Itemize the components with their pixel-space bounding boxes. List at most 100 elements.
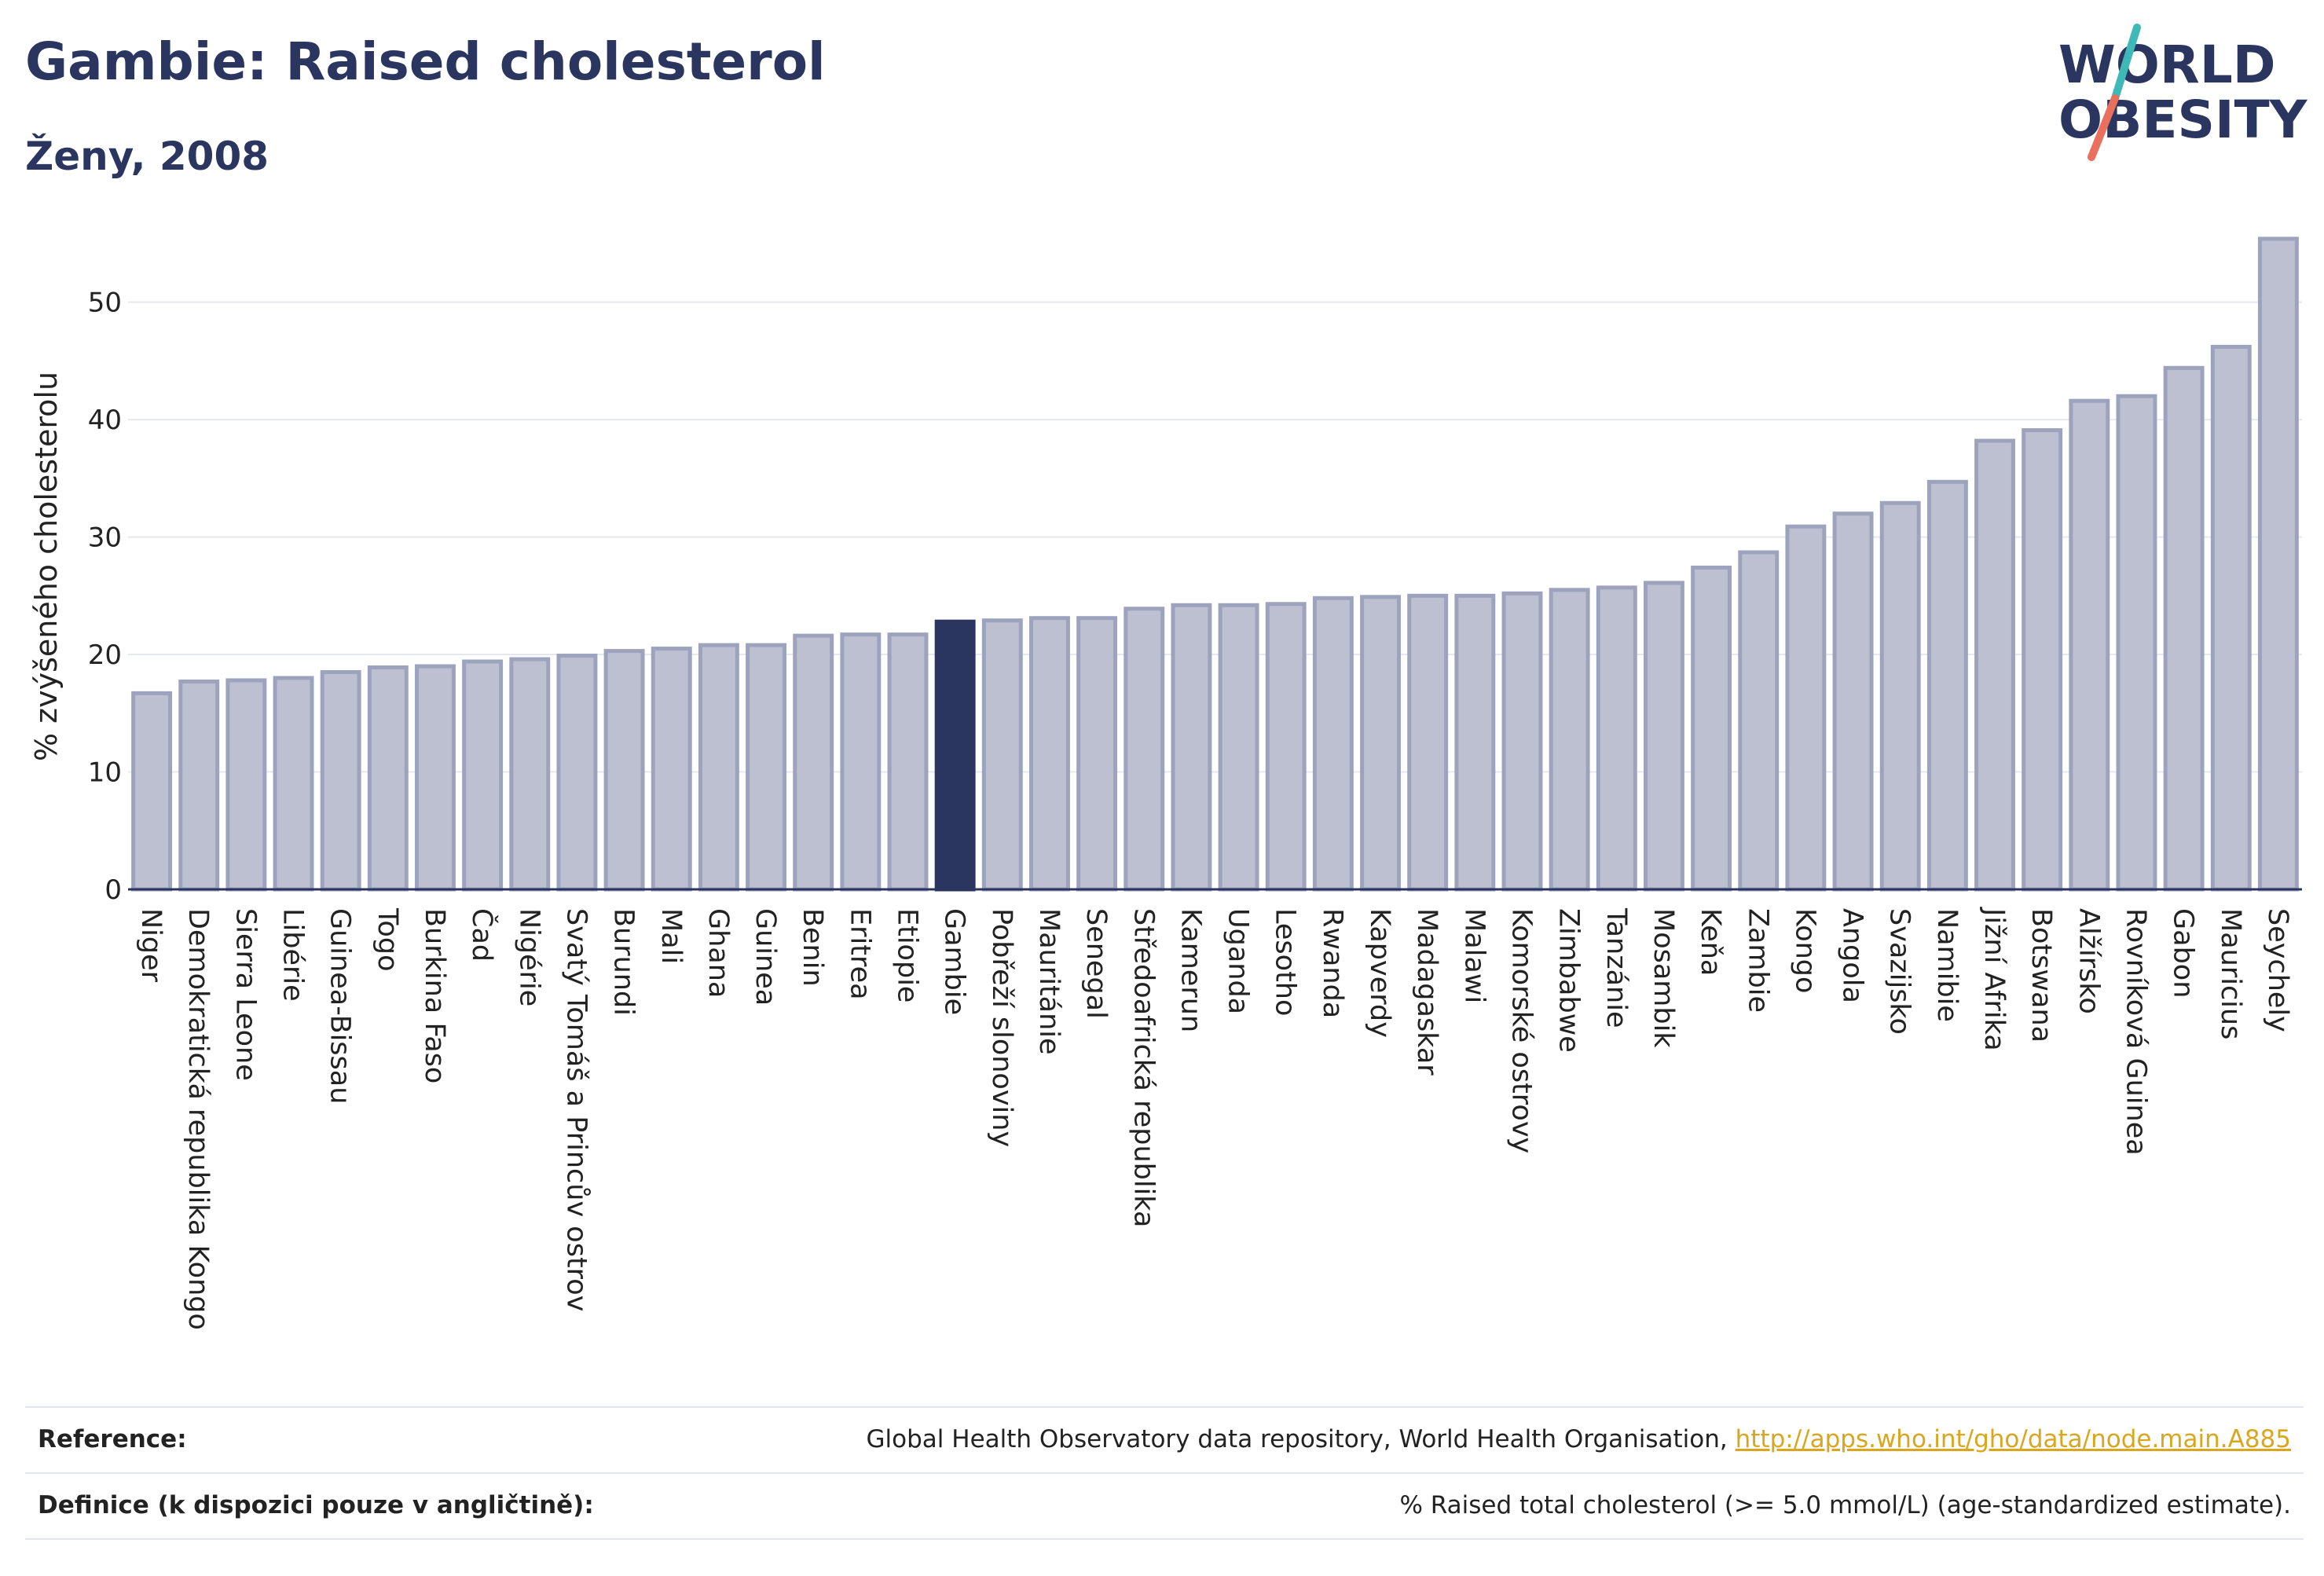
x-tick-label: Niger <box>135 908 167 983</box>
x-tick-label: Madagaskar <box>1411 908 1442 1076</box>
bars <box>131 236 2299 892</box>
x-tick-label: Botswana <box>2025 908 2057 1043</box>
bar <box>1218 603 1259 892</box>
bar <box>603 649 645 892</box>
bar <box>981 618 1023 892</box>
reference-label: Reference: <box>38 1425 187 1453</box>
bar <box>2163 365 2205 892</box>
bar <box>1596 585 1637 892</box>
x-tick-label: Svatý Tomáš a Princův ostrov <box>560 908 592 1311</box>
bar <box>2069 398 2110 892</box>
y-axis-label: % zvýšeného cholesterolu <box>29 372 64 761</box>
bar <box>2116 394 2157 892</box>
bar <box>2022 428 2063 892</box>
bar <box>131 691 173 892</box>
x-tick-label: Mauritánie <box>1033 908 1065 1055</box>
reference-row: Reference: Global Health Observatory dat… <box>25 1406 2304 1472</box>
y-tick-label: 40 <box>88 405 122 436</box>
x-tick-label: Keňa <box>1695 908 1726 976</box>
bar <box>840 632 882 892</box>
x-tick-label: Gambie <box>939 908 970 1015</box>
x-tick-label: Burkina Faso <box>419 908 450 1083</box>
bar <box>1691 565 1732 892</box>
bar <box>793 633 834 892</box>
y-tick-label: 0 <box>104 874 122 906</box>
bar <box>1926 479 1968 892</box>
x-tick-label: Malawi <box>1458 908 1490 1003</box>
x-tick-label: Alžírsko <box>2073 908 2104 1014</box>
x-tick-label: Eritrea <box>844 908 875 1000</box>
x-tick-label: Gabon <box>2168 908 2199 998</box>
bar <box>746 643 787 892</box>
bar <box>1879 500 1921 892</box>
bar <box>1360 595 1401 892</box>
x-tick-label: Jižní Afrika <box>1978 907 2010 1051</box>
x-tick-label: Seychely <box>2262 908 2293 1032</box>
bar <box>1501 591 1543 892</box>
x-tick-label: Komorské ostrovy <box>1505 908 1537 1153</box>
definition-row: Definice (k dispozici pouze v angličtině… <box>25 1472 2304 1540</box>
x-tick-label: Etiopie <box>892 908 923 1002</box>
bar <box>1124 607 1165 892</box>
bar <box>2257 236 2299 892</box>
y-tick-label: 50 <box>88 288 122 319</box>
x-tick-label: Čad <box>466 908 499 962</box>
bar <box>1029 616 1070 892</box>
bar <box>1076 616 1118 892</box>
bar <box>1974 438 2015 892</box>
reference-link[interactable]: http://apps.who.int/gho/data/node.main.A… <box>1735 1425 2291 1453</box>
bar <box>1407 593 1449 892</box>
world-obesity-logo: WORLD OBESITY <box>2058 24 2308 161</box>
x-tick-label: Nigérie <box>513 908 544 1006</box>
x-tick-label: Kamerun <box>1175 908 1206 1032</box>
x-tick-label: Rovníková Guinea <box>2120 908 2151 1156</box>
bar <box>1265 602 1307 892</box>
x-tick-label: Guinea-Bissau <box>324 908 356 1104</box>
x-tick-label: Mosambik <box>1648 908 1679 1048</box>
reference-text: Global Health Observatory data repositor… <box>866 1425 1736 1453</box>
x-tick-label: Kapverdy <box>1364 908 1395 1038</box>
x-tick-label: Kongo <box>1789 908 1820 993</box>
x-tick-label: Lesotho <box>1270 908 1301 1016</box>
bar <box>556 654 598 892</box>
x-tick-label: Uganda <box>1222 908 1254 1014</box>
bar <box>1643 581 1684 892</box>
y-tick-label: 20 <box>88 640 122 671</box>
bar <box>415 664 456 892</box>
bar <box>1549 588 1590 892</box>
bar <box>178 679 220 892</box>
x-tick-label: Svazijsko <box>1884 908 1915 1035</box>
bar <box>367 665 409 892</box>
page-subtitle: Ženy, 2008 <box>25 134 269 179</box>
x-tick-label: Demokratická republika Kongo <box>182 908 214 1330</box>
bar <box>225 678 267 892</box>
bar <box>934 619 976 892</box>
x-tick-label: Benin <box>797 908 828 987</box>
x-tick-label: Libérie <box>277 908 309 1002</box>
x-tick-label: Namibie <box>1931 908 1963 1022</box>
x-tick-label: Mauricius <box>2215 908 2246 1039</box>
bar-chart: 0 10 20 30 40 50 Niger Demokratická republika … <box>29 236 2302 1330</box>
bar <box>651 647 692 892</box>
y-axis-ticks: 0 10 20 30 40 50 <box>88 288 122 906</box>
bar <box>1454 593 1496 892</box>
logo-line1: WORLD <box>2058 35 2276 95</box>
bar <box>273 676 314 892</box>
bar <box>2210 344 2252 892</box>
bar <box>1312 596 1354 892</box>
x-axis-labels: Niger Demokratická republika Kongo Sierra … <box>135 907 2293 1330</box>
x-tick-label: Angola <box>1837 908 1868 1003</box>
x-tick-label: Ghana <box>702 908 734 998</box>
logo-slash-coral <box>2088 94 2119 161</box>
reference-table: Reference: Global Health Observatory dat… <box>25 1406 2304 1540</box>
reference-value: Global Health Observatory data repositor… <box>867 1425 2291 1453</box>
bar <box>1738 550 1780 892</box>
bar <box>698 643 739 892</box>
x-tick-label: Středoafrická republika <box>1127 908 1159 1227</box>
x-tick-label: Tanzánie <box>1600 907 1632 1028</box>
bar <box>887 632 929 892</box>
x-tick-label: Rwanda <box>1317 908 1348 1018</box>
y-tick-label: 30 <box>88 522 122 554</box>
x-tick-label: Senegal <box>1080 908 1112 1019</box>
x-tick-label: Zimbabwe <box>1553 908 1585 1053</box>
